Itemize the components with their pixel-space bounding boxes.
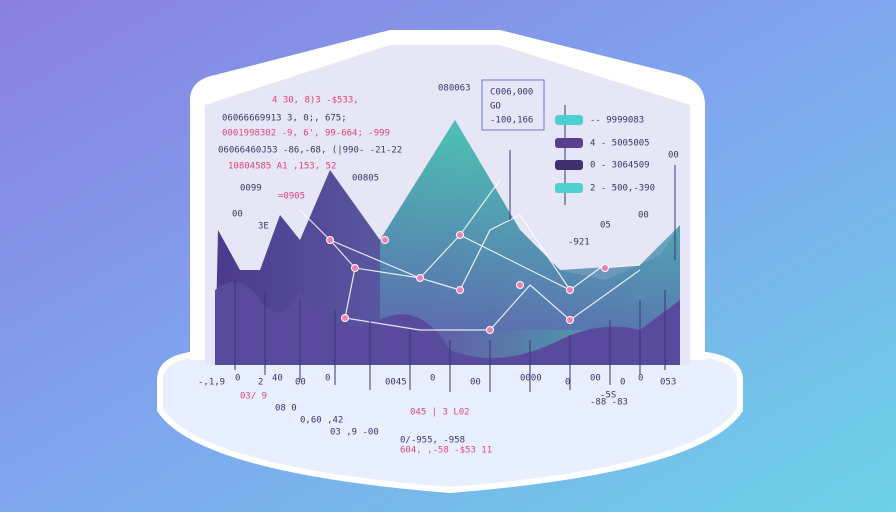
label: 0 — [620, 378, 625, 388]
label: GO — [490, 102, 501, 112]
label: 00 — [590, 374, 601, 384]
network-nodes — [326, 231, 609, 334]
network-lines — [299, 179, 641, 331]
label: 00 — [470, 378, 481, 388]
label: 053 — [660, 378, 676, 388]
label: 0,60 ,42 — [300, 416, 343, 426]
label: 06066460J53 -86,-68, (|990- -21-22 — [218, 146, 402, 156]
label: 06066669913 3, 0;, 675; — [222, 114, 347, 124]
label: 4 - 5005005 — [590, 139, 650, 149]
label: 00805 — [352, 174, 379, 184]
label: 00 — [232, 210, 243, 220]
label: 0 — [325, 374, 330, 384]
info-box — [481, 79, 545, 131]
label: -100,166 — [490, 116, 533, 126]
label: -,1,9 — [198, 378, 225, 388]
label: -5S — [600, 391, 616, 401]
foreground-wave — [215, 282, 680, 365]
label: 0 — [235, 374, 240, 384]
label: -88 -83 — [590, 398, 628, 408]
label: 10804585 A1 ,153, 52 — [228, 162, 336, 172]
label: 0 — [638, 374, 643, 384]
label: 045 | 3 L02 — [410, 408, 470, 418]
label: 0000 — [520, 374, 542, 384]
label: 0099 — [240, 184, 262, 194]
label: 00 — [295, 378, 306, 388]
label: 03/ 9 — [240, 392, 267, 402]
label: 00 — [638, 211, 649, 221]
legend-swatches — [555, 115, 583, 193]
label: =0905 — [278, 192, 305, 202]
mountains-teal — [380, 120, 680, 330]
label: 40 — [272, 374, 283, 384]
label: 0 - 3064509 — [590, 161, 650, 171]
label: 604, ,-58 -$53 11 — [400, 446, 492, 456]
label: C006,000 — [490, 88, 533, 98]
label: -921 — [568, 238, 590, 248]
label: 0 — [565, 378, 570, 388]
label: 05 — [600, 221, 611, 231]
label: 08 0 — [275, 404, 297, 414]
label: 0 — [430, 374, 435, 384]
label: 2 - 500,-390 — [590, 184, 655, 194]
label: 00 — [668, 151, 679, 161]
label: 0045 — [385, 378, 407, 388]
label: 03 ,9 -00 — [330, 428, 379, 438]
label: -- 9999083 — [590, 116, 644, 126]
label: 4 30, 8)3 -$533, — [272, 96, 359, 106]
label: 2 — [258, 378, 263, 388]
label: 0001998302 -9, 6', 99-664; -999 — [222, 129, 390, 139]
label: 0/-955, -958 — [400, 436, 465, 446]
label: 3E — [258, 222, 269, 232]
label: 080063 — [438, 84, 471, 94]
